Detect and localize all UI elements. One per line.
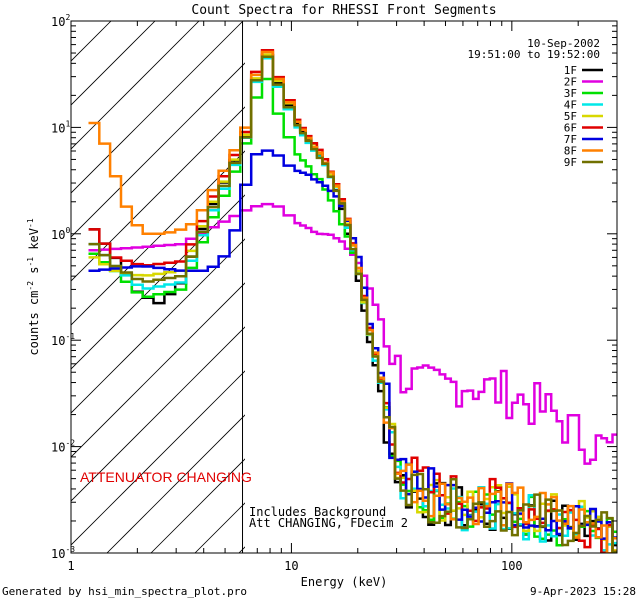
- legend-label-7F: 7F: [564, 133, 577, 146]
- x-axis-label: Energy (keV): [301, 575, 388, 589]
- series-9F: [88, 55, 617, 553]
- hatch-line: [71, 150, 245, 326]
- legend-label-1F: 1F: [564, 64, 577, 77]
- attenuator-state-annotation: Att CHANGING, FDecim 2: [249, 516, 408, 530]
- y-axis: 10-3 10-2 10-1 100 101 102: [51, 13, 617, 561]
- time-range-label: 19:51:00 to 19:52:00: [468, 48, 600, 61]
- date-label: 10-Sep-2002: [527, 37, 600, 50]
- legend-label-3F: 3F: [564, 87, 577, 100]
- hatch-line: [71, 21, 244, 194]
- hatch-line: [71, 326, 245, 502]
- legend-label-2F: 2F: [564, 76, 577, 89]
- legend-label-4F: 4F: [564, 99, 577, 112]
- attenuator-changing-annotation: ATTENUATOR CHANGING: [80, 469, 252, 485]
- legend-label-8F: 8F: [564, 145, 577, 158]
- series-2F: [88, 202, 617, 465]
- plot-frame: [70, 20, 618, 554]
- hatch-line: [150, 458, 245, 553]
- legend-label-6F: 6F: [564, 122, 577, 135]
- x-axis: 1 10 100: [67, 21, 618, 573]
- series-layer: [88, 48, 617, 553]
- hatch-line: [71, 21, 112, 62]
- y-tick-label: 10-2: [51, 439, 75, 455]
- hatch-line: [71, 282, 245, 458]
- x-tick-label: 10: [284, 559, 298, 573]
- hatch-line: [106, 414, 245, 553]
- hatch-line: [71, 194, 245, 370]
- hatch-line: [71, 21, 200, 150]
- y-tick-label: 10-1: [51, 332, 75, 348]
- y-axis-label: counts cm-2 s-1 keV-1: [26, 218, 41, 355]
- legend-label-9F: 9F: [564, 156, 577, 169]
- y-tick-label: 100: [51, 226, 70, 242]
- y-tick-label: 10-3: [51, 545, 75, 561]
- legend-label-5F: 5F: [564, 110, 577, 123]
- includes-background-annotation: Includes Background: [249, 505, 386, 519]
- y-tick-label: 102: [51, 13, 70, 29]
- hatch-line: [71, 21, 156, 106]
- chart-title: Count Spectra for RHESSI Front Segments: [191, 3, 496, 18]
- hatch-line: [71, 238, 245, 414]
- hatch-line: [71, 370, 245, 546]
- footer-generator: Generated by hsi_min_spectra_plot.pro: [2, 585, 247, 598]
- hatch-line: [71, 62, 245, 238]
- x-tick-label: 100: [501, 559, 523, 573]
- series-7F: [88, 149, 617, 540]
- x-tick-label: 1: [67, 559, 74, 573]
- footer-timestamp: 9-Apr-2023 15:28: [530, 585, 636, 598]
- y-tick-label: 101: [51, 119, 70, 135]
- hatch-line: [0, 0, 88, 600]
